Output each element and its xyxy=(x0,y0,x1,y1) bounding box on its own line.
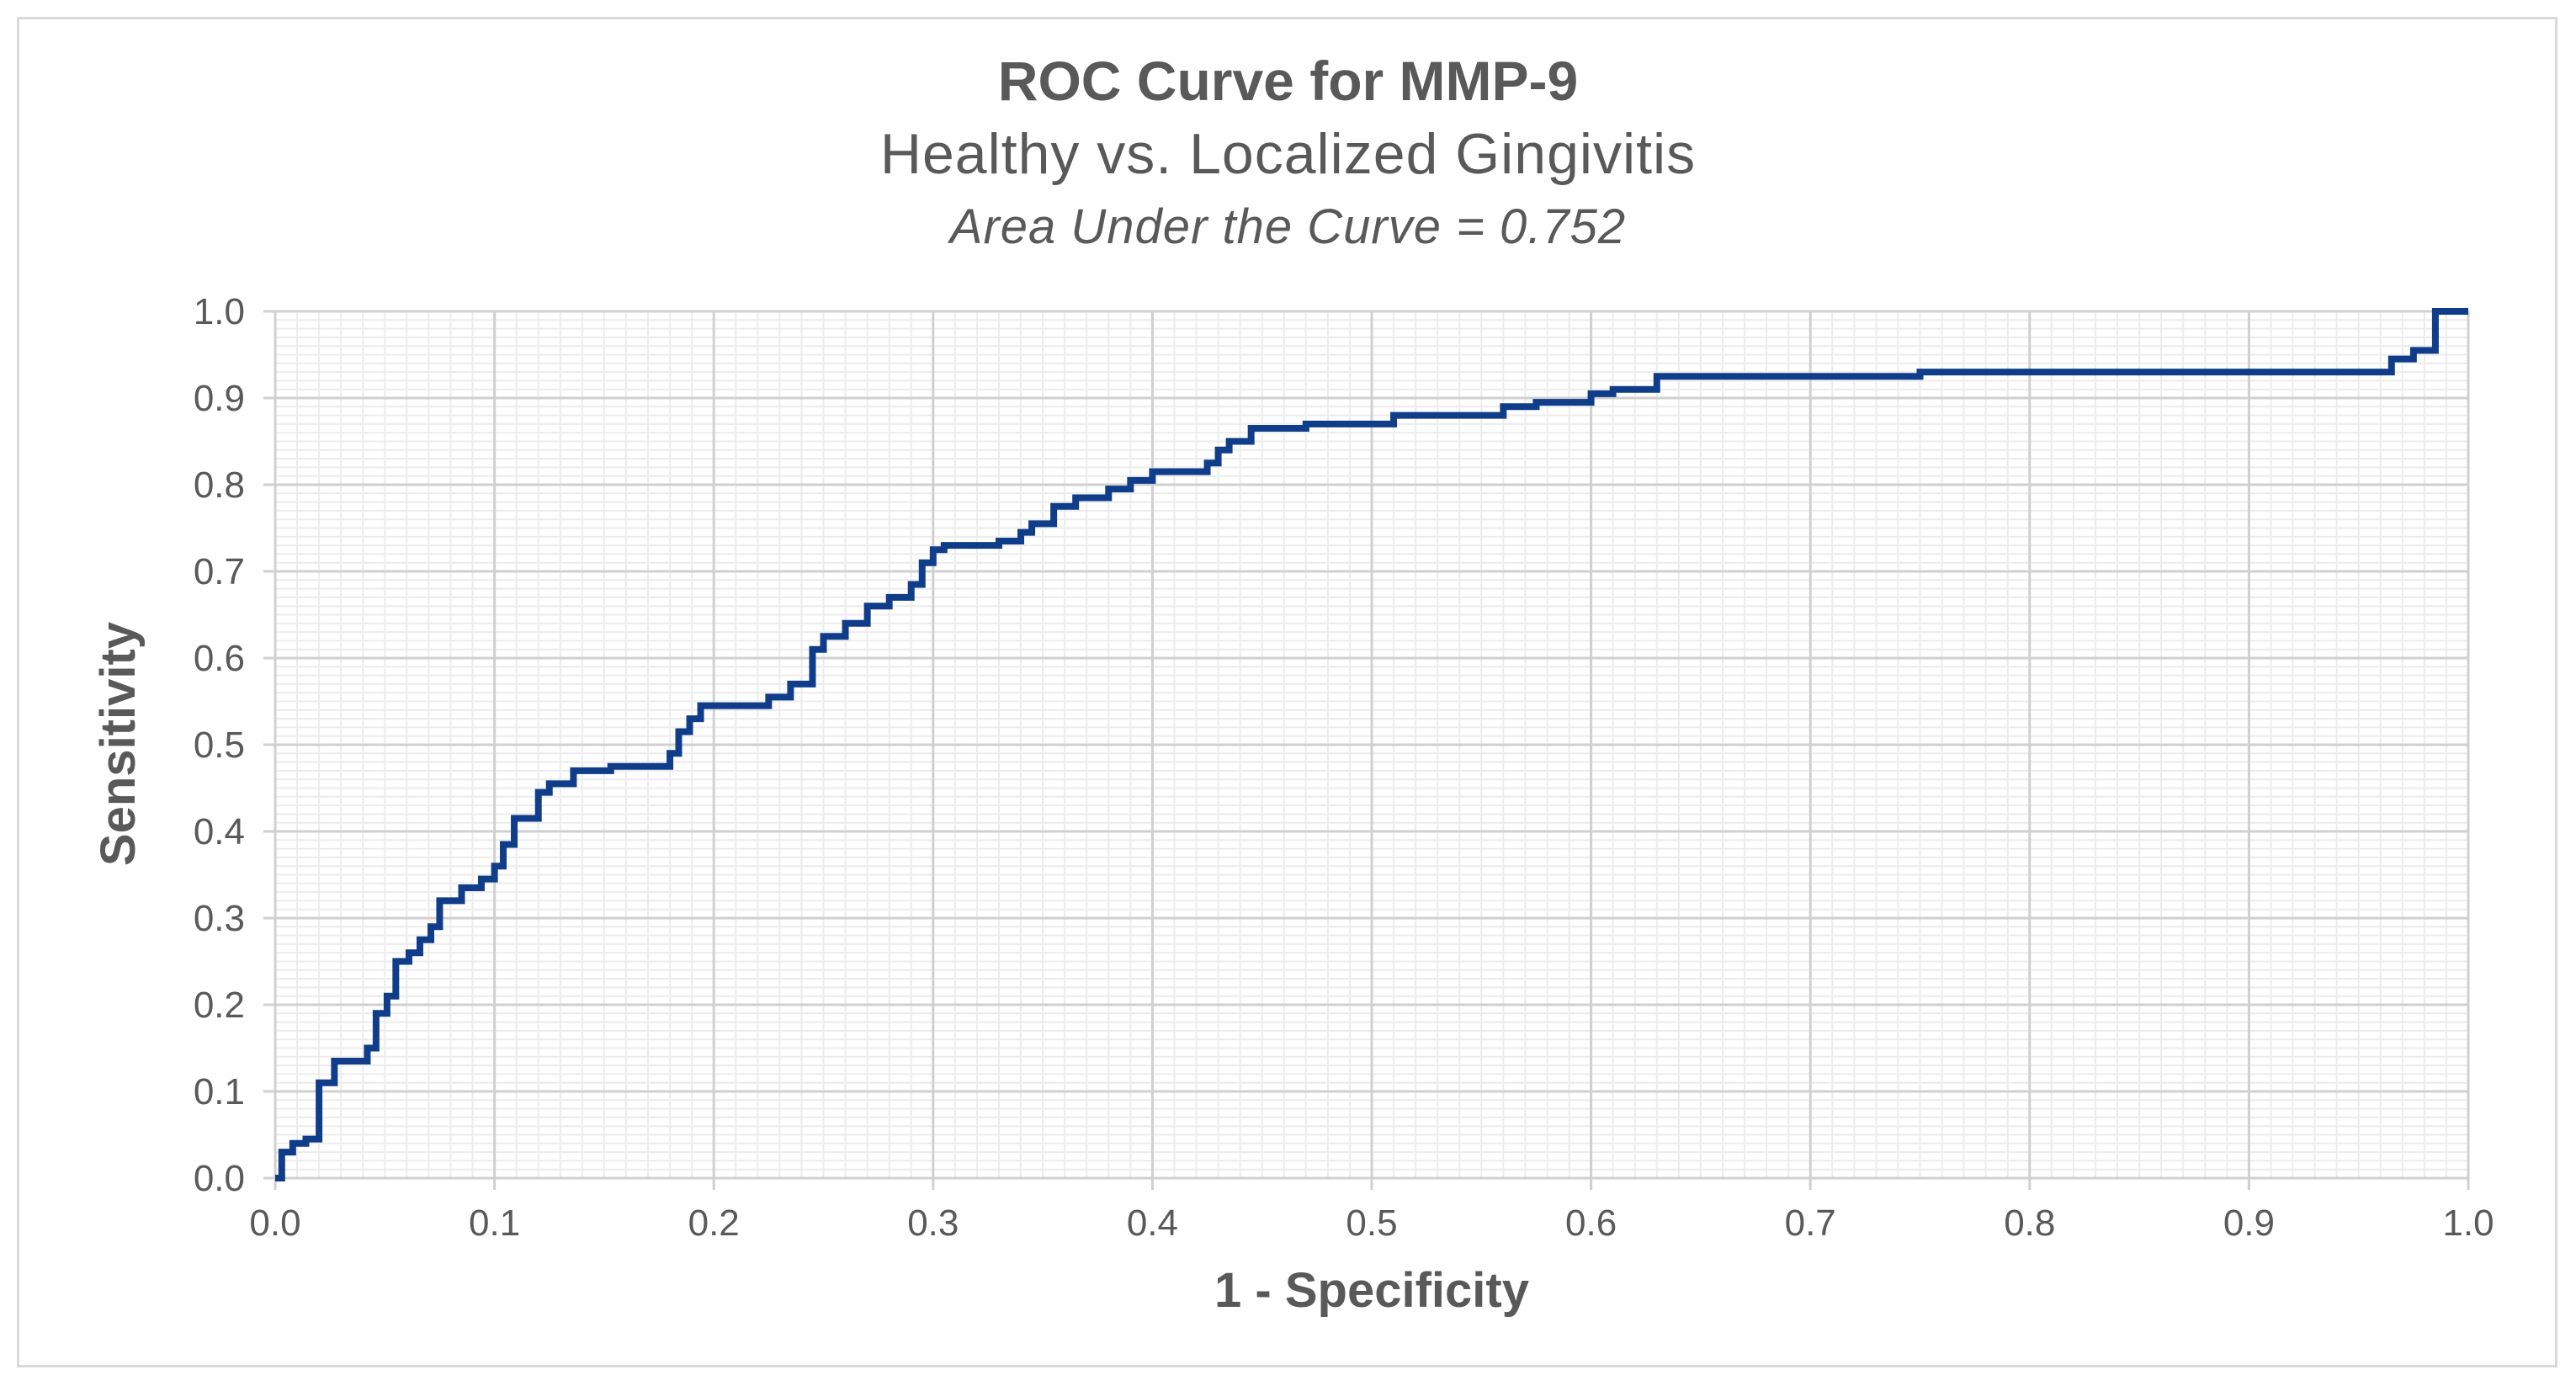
y-tick-label: 0.9 xyxy=(194,378,245,419)
y-tick-label: 0.4 xyxy=(194,811,245,852)
auc-annotation: Area Under the Curve = 0.752 xyxy=(949,199,1627,254)
x-tick-label: 0.4 xyxy=(1127,1203,1178,1244)
y-tick-label: 0.3 xyxy=(194,898,245,939)
x-tick-label: 0.0 xyxy=(249,1203,300,1244)
grid xyxy=(275,310,2470,1178)
x-tick-label: 0.2 xyxy=(688,1203,740,1244)
y-tick-label: 0.6 xyxy=(194,638,245,679)
x-tick-label: 0.6 xyxy=(1565,1203,1617,1244)
axes xyxy=(263,310,2470,1190)
chart-subtitle: Healthy vs. Localized Gingivitis xyxy=(879,122,1697,186)
series xyxy=(275,308,2468,1181)
x-tick-label: 0.3 xyxy=(907,1203,959,1244)
y-tick-label: 0.7 xyxy=(194,551,245,592)
roc-curve-line xyxy=(275,308,2468,1181)
y-tick-label: 0.1 xyxy=(194,1071,245,1112)
x-tick-label: 0.9 xyxy=(2223,1203,2275,1244)
y-tick-label: 0.5 xyxy=(194,725,245,766)
x-tick-label: 0.5 xyxy=(1346,1203,1397,1244)
x-tick-label: 0.7 xyxy=(1785,1203,1836,1244)
y-tick-label: 0.8 xyxy=(194,465,245,506)
y-tick-label: 1.0 xyxy=(194,291,245,332)
x-tick-label: 0.1 xyxy=(469,1203,520,1244)
x-tick-label: 1.0 xyxy=(2442,1203,2494,1244)
y-tick-label: 0.2 xyxy=(194,985,245,1026)
x-axis-title: 1 - Specificity xyxy=(1214,1263,1529,1318)
x-tick-label: 0.8 xyxy=(2004,1203,2055,1244)
tick-labels: 0.0 0.1 0.2 0.3 0.4 0.5 0.6 0.7 0.8 0.9 1.0 0.0 0.1 0… xyxy=(194,291,2494,1244)
y-axis-title: Sensitivity xyxy=(91,622,146,866)
chart-title: ROC Curve for MMP-9 xyxy=(997,50,1579,112)
y-tick-label: 0.0 xyxy=(194,1158,245,1199)
